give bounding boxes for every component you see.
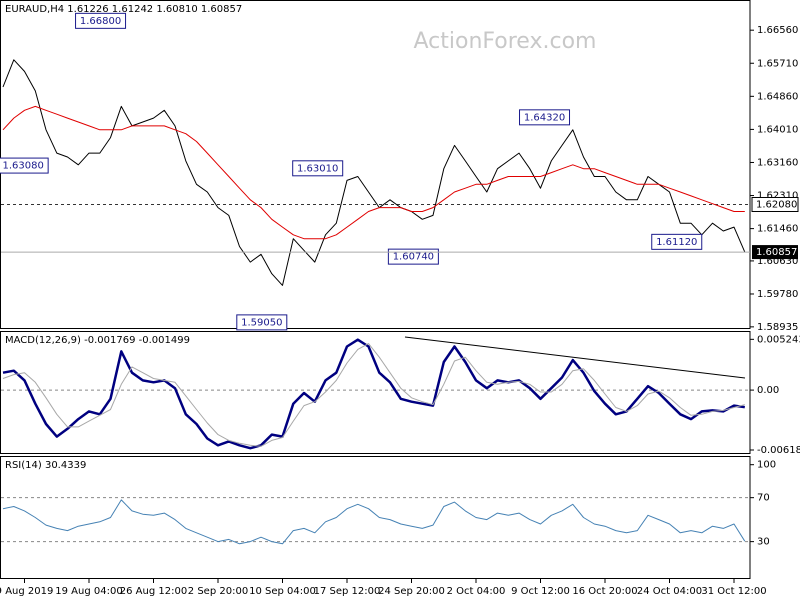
x-tick-label: 19 Aug 04:00 — [55, 586, 122, 597]
reference-box — [751, 196, 799, 212]
y-tick-label: 1.58935 — [757, 322, 798, 333]
y-tick-label: 1.65710 — [757, 58, 798, 69]
annotation-box — [519, 109, 571, 126]
annotation-label: 1.60740 — [393, 252, 434, 263]
macd-trendline — [404, 336, 746, 379]
y-tick-label: 1.59780 — [757, 289, 798, 300]
series-line — [2, 343, 745, 447]
x-tick-label: 9 Aug 2019 — [0, 586, 53, 597]
x-tick-label: 31 Oct 12:00 — [701, 586, 766, 597]
y-tick-label: 1.60630 — [757, 256, 798, 267]
series-line — [2, 59, 746, 286]
reference-label: 1.62080 — [756, 199, 797, 210]
annotation-label: 1.64320 — [524, 112, 565, 123]
x-tick-label: 9 Oct 12:00 — [511, 586, 570, 597]
x-tick-label: 10 Sep 04:00 — [249, 586, 316, 597]
y-tick-label: 0.005243 — [757, 334, 800, 345]
y-tick-label: 1.61460 — [757, 224, 798, 235]
x-tick-label: 2 Sep 20:00 — [188, 586, 248, 597]
annotation-box — [651, 233, 703, 250]
y-tick-label: 1.64860 — [757, 91, 798, 102]
x-tick-label: 26 Aug 12:00 — [120, 586, 187, 597]
y-tick-label: 30 — [757, 537, 770, 548]
x-tick-label: 17 Sep 12:00 — [314, 586, 381, 597]
macd-panel-frame — [0, 331, 751, 454]
x-tick-label: 24 Sep 20:00 — [378, 586, 445, 597]
annotation-box — [292, 160, 344, 177]
series-line — [2, 338, 745, 450]
annotation-label: 1.61120 — [656, 237, 697, 248]
annotation-label: 1.63080 — [2, 161, 43, 172]
annotation-label: 1.59050 — [241, 317, 282, 328]
last-price-label: 1.60857 — [756, 247, 797, 258]
series-line — [2, 499, 746, 545]
x-tick-label: 16 Oct 20:00 — [572, 586, 637, 597]
chart-title: EURAUD,H4 1.61226 1.61242 1.60810 1.6085… — [5, 4, 242, 15]
y-tick-label: -0.006186 — [757, 445, 800, 456]
rsi-title: RSI(14) 30.4339 — [5, 460, 86, 471]
annotation-box — [236, 314, 288, 331]
last-price-box — [752, 245, 798, 260]
x-tick-label: 2 Oct 04:00 — [447, 586, 506, 597]
annotation-box — [387, 248, 439, 265]
annotation-box — [0, 157, 49, 174]
y-tick-label: 1.66560 — [757, 25, 798, 36]
macd-title: MACD(12,26,9) -0.001769 -0.001499 — [5, 335, 190, 346]
y-tick-label: 1.62310 — [757, 191, 798, 202]
watermark: ActionForex.com — [414, 29, 597, 54]
y-tick-label: 100 — [757, 460, 776, 471]
y-tick-label: 0.00 — [757, 385, 779, 396]
rsi-panel-frame — [0, 456, 751, 579]
y-tick-label: 1.63160 — [757, 157, 798, 168]
annotation-label: 1.63010 — [297, 163, 338, 174]
y-tick-label: 1.64010 — [757, 124, 798, 135]
series-line — [2, 105, 745, 240]
annotation-box — [75, 12, 127, 29]
y-tick-label: 70 — [757, 493, 770, 504]
x-tick-label: 24 Oct 04:00 — [637, 586, 702, 597]
annotation-label: 1.66800 — [80, 16, 121, 27]
